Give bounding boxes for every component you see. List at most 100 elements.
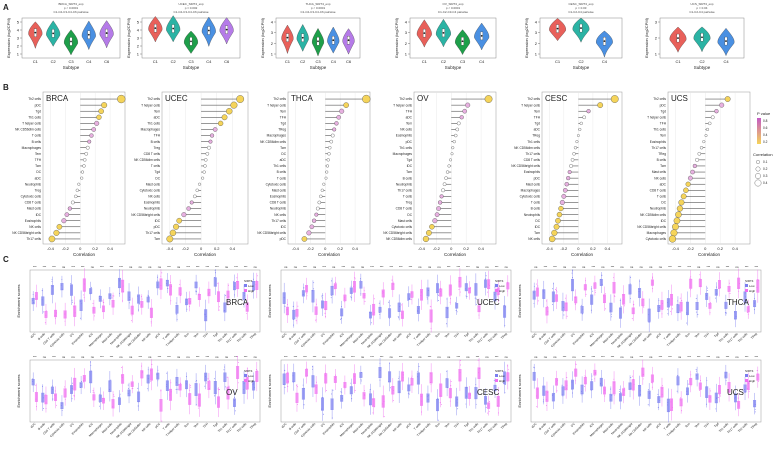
violin-median xyxy=(332,39,335,42)
box-point xyxy=(71,299,73,301)
box-signif: *** xyxy=(399,355,403,359)
box-point xyxy=(313,288,315,290)
box-point xyxy=(498,412,499,414)
box-point xyxy=(391,279,393,281)
box-low xyxy=(282,373,286,385)
box-high xyxy=(391,386,395,395)
lollipop-category: Neutrophils xyxy=(650,207,667,211)
box-frame xyxy=(29,359,261,423)
box-point xyxy=(84,283,85,285)
box-signif: *** xyxy=(100,265,104,269)
lollipop-category: B cells xyxy=(657,158,667,162)
box-point xyxy=(99,402,101,403)
box-point xyxy=(507,281,509,283)
box-point xyxy=(690,289,692,291)
box-point xyxy=(488,285,490,286)
box-legend-low: Low xyxy=(749,284,755,288)
lollipop-category: NK CD56dim cells xyxy=(514,146,540,150)
box-point xyxy=(476,298,478,300)
box-high xyxy=(429,372,433,384)
box-point xyxy=(306,286,307,288)
box-point xyxy=(52,388,54,390)
box-signif: *** xyxy=(428,355,432,359)
box-point xyxy=(566,384,568,386)
box-legend-low-swatch xyxy=(495,284,498,287)
box-high xyxy=(82,278,86,292)
box-point xyxy=(141,298,143,300)
lollipop-point xyxy=(317,200,322,205)
box-low xyxy=(474,387,478,400)
box-low xyxy=(378,367,382,379)
lollipop-category: Tgd xyxy=(407,158,413,162)
box-point xyxy=(292,375,294,377)
box-high xyxy=(641,298,645,307)
box-legend-low: Low xyxy=(248,374,254,378)
box-signif: ns xyxy=(390,355,394,359)
violin-frame xyxy=(409,17,497,59)
box-point xyxy=(292,305,294,307)
box-point xyxy=(344,296,345,298)
box-high xyxy=(708,303,712,309)
box-point xyxy=(708,400,710,402)
lollipop-point xyxy=(454,133,458,138)
box-point xyxy=(295,384,297,386)
box-high xyxy=(149,368,153,381)
box-point xyxy=(42,407,44,409)
box-cancer-label: CESC xyxy=(477,388,499,397)
box-point xyxy=(102,300,104,302)
box-point xyxy=(226,390,228,392)
box-point xyxy=(610,316,612,318)
box-low xyxy=(628,284,632,295)
box-signif: *** xyxy=(303,355,307,359)
lollipop-legend: P value0.80.60.40.2Correlation0.10.20.30… xyxy=(753,111,773,187)
box-point xyxy=(167,288,169,290)
box-point xyxy=(315,387,317,388)
box-point xyxy=(450,298,451,300)
lollipop-category: Cytotoxic cells xyxy=(266,182,287,186)
box-point xyxy=(507,369,509,371)
violin-xtick-label: C1 xyxy=(675,59,681,64)
lollipop-category: T cells xyxy=(657,195,667,199)
box-point xyxy=(123,291,124,293)
box-low xyxy=(349,386,353,395)
box-point xyxy=(595,372,597,374)
box-point xyxy=(475,388,477,390)
box-point xyxy=(253,387,255,389)
legend-size-tick: 0.3 xyxy=(763,174,768,178)
box-point xyxy=(542,401,544,403)
box-point xyxy=(90,369,92,371)
box-signif: ns xyxy=(466,355,470,359)
lollipop-xtick-label: 0.2 xyxy=(214,246,220,251)
lollipop-xlabel: Correlation xyxy=(73,252,96,257)
lollipop-point xyxy=(710,115,715,120)
box-point xyxy=(284,386,286,388)
lollipop-xtick-label: -0.2 xyxy=(433,246,441,251)
box-category: T cells xyxy=(663,332,672,341)
box-legend-low: Low xyxy=(499,284,505,288)
box-high xyxy=(420,393,424,406)
box-point xyxy=(43,311,45,313)
box-low xyxy=(223,372,227,382)
box-signif: *** xyxy=(351,355,355,359)
lollipop-point xyxy=(683,187,689,193)
box-signif: *** xyxy=(447,265,451,269)
box-point xyxy=(326,390,328,391)
box-point xyxy=(718,397,719,399)
box-legend-high: High xyxy=(499,289,506,293)
box-point xyxy=(748,383,750,384)
box-point xyxy=(585,376,587,378)
box-point xyxy=(99,393,101,395)
lollipop-point xyxy=(724,96,731,102)
box-point xyxy=(667,309,669,311)
box-point xyxy=(533,292,535,294)
box-low xyxy=(330,398,334,410)
box-point xyxy=(439,290,441,292)
lollipop-category: DC xyxy=(661,201,666,205)
box-point xyxy=(437,294,439,296)
lollipop-point xyxy=(61,218,67,224)
box-low xyxy=(724,301,728,309)
lollipop-category: NK cells xyxy=(148,195,160,199)
box-low xyxy=(117,277,121,289)
box-point xyxy=(686,312,688,314)
